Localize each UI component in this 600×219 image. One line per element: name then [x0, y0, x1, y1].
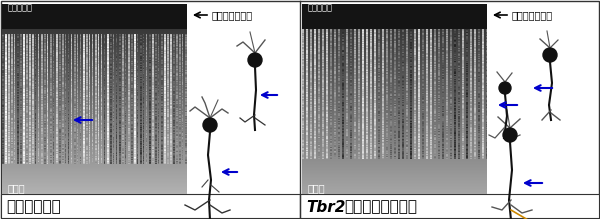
Text: 遺伝子欠損マウス: 遺伝子欠損マウス: [344, 200, 417, 214]
Circle shape: [503, 128, 517, 142]
Text: 僧帽細胞層: 僧帽細胞層: [308, 3, 333, 12]
FancyBboxPatch shape: [1, 194, 300, 218]
Circle shape: [203, 118, 217, 132]
Text: 出力ニューロン: 出力ニューロン: [512, 10, 553, 20]
Circle shape: [543, 48, 557, 62]
Text: 糸球体: 糸球体: [8, 183, 26, 193]
Text: 僧帽細胞層: 僧帽細胞層: [8, 3, 33, 12]
Text: 野生型マウス: 野生型マウス: [6, 200, 61, 214]
Circle shape: [499, 82, 511, 94]
Text: Tbr2: Tbr2: [306, 200, 346, 214]
Text: 糸球体: 糸球体: [308, 183, 326, 193]
FancyBboxPatch shape: [300, 194, 599, 218]
Circle shape: [248, 53, 262, 67]
Text: 出力ニューロン: 出力ニューロン: [212, 10, 253, 20]
